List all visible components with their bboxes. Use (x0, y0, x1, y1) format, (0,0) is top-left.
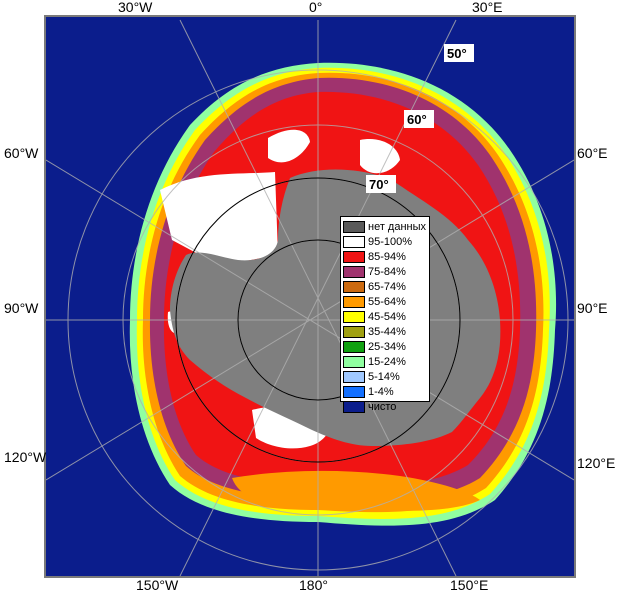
legend-label: 65-74% (368, 280, 406, 293)
legend-swatch (343, 325, 365, 338)
lon-label-right-60e: 60°E (577, 145, 608, 161)
legend-swatch (343, 355, 365, 368)
legend-label: 85-94% (368, 250, 406, 263)
lon-label-left-90w: 90°W (4, 300, 39, 316)
legend-label: 25-34% (368, 340, 406, 353)
lon-label-right-120e: 120°E (577, 455, 615, 471)
legend-swatch (343, 235, 365, 248)
legend-item: 45-54% (343, 309, 427, 324)
legend-label: 1-4% (368, 385, 394, 398)
lon-label-bottom-150e: 150°E (450, 577, 488, 593)
lon-label-left-60w: 60°W (4, 145, 39, 161)
legend-label: чисто (368, 400, 397, 413)
lon-label-top-30e: 30°E (472, 0, 503, 15)
ice-white-weddell (160, 172, 278, 262)
legend-label: 35-44% (368, 325, 406, 338)
legend-swatch (343, 280, 365, 293)
legend-swatch (343, 370, 365, 383)
latitude-label-70: 70° (369, 177, 389, 192)
legend-item: 1-4% (343, 384, 427, 399)
legend-label: 45-54% (368, 310, 406, 323)
legend-item: нет данных (343, 219, 427, 234)
legend-label: 5-14% (368, 370, 400, 383)
legend-item: 35-44% (343, 324, 427, 339)
legend-label: 15-24% (368, 355, 406, 368)
legend-item: 5-14% (343, 369, 427, 384)
legend-item: 15-24% (343, 354, 427, 369)
legend-swatch (343, 310, 365, 323)
lon-label-top-30w: 30°W (118, 0, 153, 15)
legend-item: 55-64% (343, 294, 427, 309)
latitude-labels: 50° 60° 70° (366, 44, 474, 193)
legend-swatch (343, 400, 365, 413)
legend-swatch (343, 250, 365, 263)
lon-label-right-90e: 90°E (577, 300, 608, 316)
lon-label-top-0: 0° (309, 0, 322, 15)
concentration-legend: нет данных 95-100% 85-94% 75-84% 65-74% 55-64… (340, 216, 430, 413)
legend-swatch (343, 385, 365, 398)
latitude-label-60: 60° (407, 112, 427, 127)
legend-swatch (343, 340, 365, 353)
legend-swatch (343, 295, 365, 308)
ice-orange-patch (232, 470, 480, 511)
lon-label-bottom-150w: 150°W (136, 577, 179, 593)
legend-swatch (343, 265, 365, 278)
graticule-70-circle (175, 177, 461, 463)
legend-item: 65-74% (343, 279, 427, 294)
legend-item: 85-94% (343, 249, 427, 264)
legend-item: 95-100% (343, 234, 427, 249)
legend-item: 75-84% (343, 264, 427, 279)
legend-swatch (343, 220, 365, 233)
ice-white-patch-3 (360, 139, 400, 174)
legend-label: нет данных (368, 220, 427, 233)
legend-label: 75-84% (368, 265, 406, 278)
legend-label: 95-100% (368, 235, 413, 248)
latitude-label-50: 50° (447, 46, 467, 61)
legend-item: чисто (343, 399, 427, 414)
lon-label-bottom-180: 180° (299, 577, 328, 593)
legend-item: 25-34% (343, 339, 427, 354)
legend-label: 55-64% (368, 295, 406, 308)
lon-label-left-120w: 120°W (4, 449, 47, 465)
ice-white-patch-2 (268, 129, 310, 163)
